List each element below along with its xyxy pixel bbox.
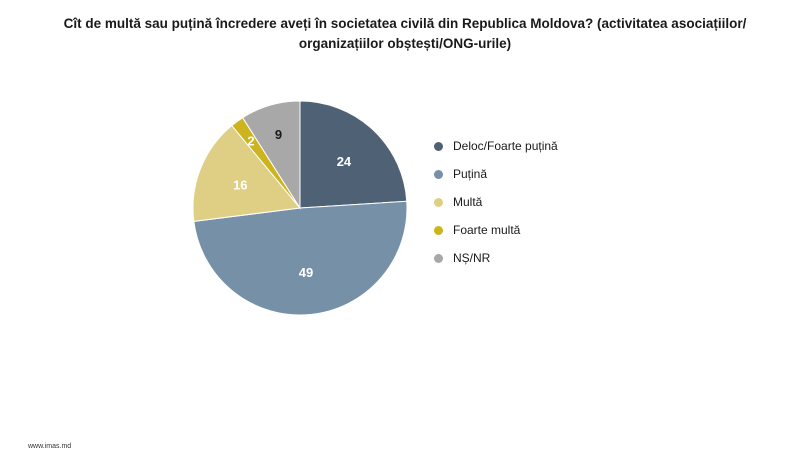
source-footer: www.imas.md (28, 443, 72, 450)
pie-slice-4 (241, 100, 301, 210)
legend-swatch-4 (434, 253, 443, 263)
chart-title: Cît de multă sau puțină încredere aveți … (63, 16, 747, 51)
legend-label-3: Foarte multă (453, 223, 521, 237)
pie-slice-0 (299, 100, 408, 209)
pie-data-label-4: 9 (275, 127, 282, 142)
legend-swatch-2 (434, 197, 443, 207)
legend-item-1: Puțină (434, 160, 558, 188)
legend-item-0: Deloc/Foarte puțină (434, 132, 558, 160)
pie-data-label-0: 24 (337, 154, 352, 169)
legend-item-2: Multă (434, 188, 558, 216)
legend-label-1: Puțină (453, 167, 488, 181)
pie-data-label-3: 2 (247, 133, 254, 148)
legend-swatch-0 (434, 141, 443, 151)
pie-slice-1 (193, 200, 408, 316)
pie-data-label-1: 49 (299, 265, 313, 280)
legend-swatch-3 (434, 225, 443, 235)
legend-item-3: Foarte multă (434, 216, 558, 244)
chart-legend: Deloc/Foarte puțină Puțină Multă Foarte mul… (434, 132, 558, 272)
legend-label-4: NȘ/NR (453, 251, 491, 265)
pie-data-label-2: 16 (233, 177, 247, 192)
legend-label-2: Multă (453, 195, 483, 209)
pie-slice-2 (192, 124, 301, 222)
legend-item-4: NȘ/NR (434, 244, 558, 272)
legend-swatch-1 (434, 169, 443, 179)
legend-label-0: Deloc/Foarte puțină (453, 139, 558, 153)
